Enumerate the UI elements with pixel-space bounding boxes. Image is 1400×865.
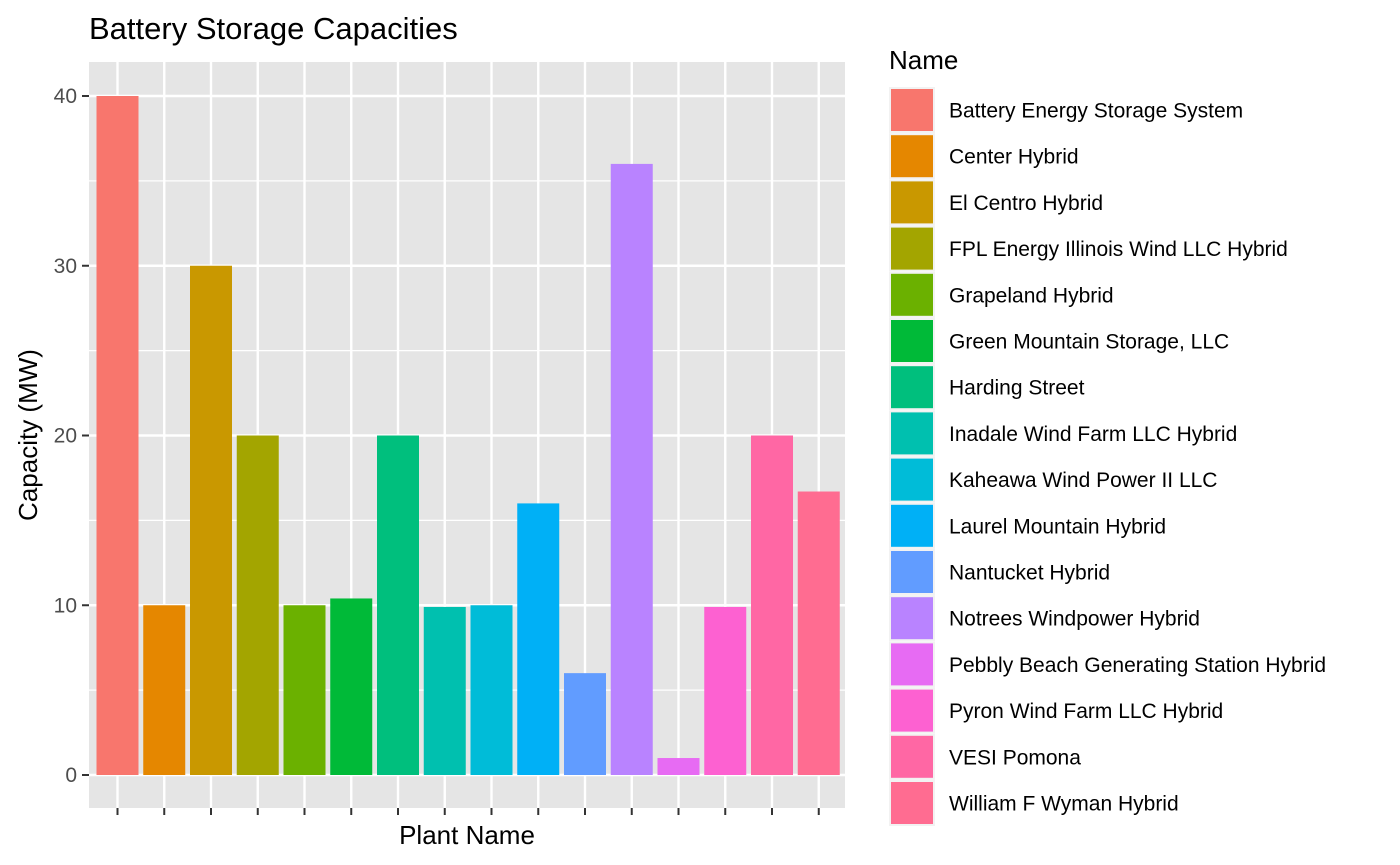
- legend-swatch: [891, 227, 933, 270]
- y-axis: 0 10 20 30 40: [54, 85, 89, 787]
- x-axis-title: Plant Name: [399, 820, 535, 850]
- legend-label: Green Mountain Storage, LLC: [949, 331, 1229, 354]
- legend-label: William F Wyman Hybrid: [949, 793, 1179, 816]
- bar-series: [96, 96, 840, 775]
- y-tick-label: 40: [54, 85, 77, 108]
- legend-swatch: [891, 782, 933, 824]
- legend-swatch: [891, 458, 933, 501]
- bar: [610, 163, 653, 775]
- legend-label: Kaheawa Wind Power II LLC: [949, 469, 1217, 492]
- legend-label: Notrees Windpower Hybrid: [949, 608, 1200, 631]
- bar: [564, 673, 606, 775]
- legend-label: Inadale Wind Farm LLC Hybrid: [949, 423, 1237, 446]
- bar: [96, 96, 139, 775]
- y-tick-label: 10: [54, 594, 77, 617]
- legend-swatch: [891, 89, 933, 131]
- legend-swatch: [891, 320, 933, 362]
- legend-swatch: [891, 551, 933, 593]
- y-tick-label: 20: [54, 425, 77, 448]
- legend-label: Battery Energy Storage System: [949, 100, 1243, 123]
- legend-swatch: [891, 689, 933, 732]
- bar: [143, 605, 186, 775]
- bar: [190, 265, 232, 775]
- bar: [797, 491, 840, 775]
- legend-label: Center Hybrid: [949, 146, 1079, 169]
- legend-label: Laurel Mountain Hybrid: [949, 515, 1166, 538]
- legend-title: Name: [889, 45, 958, 75]
- y-axis-title: Capacity (MW): [13, 349, 43, 521]
- legend-swatch: [891, 412, 933, 455]
- legend-swatch: [891, 504, 933, 547]
- bar: [283, 605, 326, 775]
- bar: [470, 605, 513, 775]
- bar: [330, 598, 373, 775]
- legend-items: Battery Energy Storage System Center Hybr…: [889, 87, 1326, 826]
- legend-swatch: [891, 735, 933, 778]
- chart-title: Battery Storage Capacities: [89, 11, 458, 46]
- legend-swatch: [891, 273, 933, 316]
- legend-swatch: [891, 597, 933, 640]
- bar: [423, 606, 466, 775]
- legend-swatch: [891, 181, 933, 224]
- legend-label: Pyron Wind Farm LLC Hybrid: [949, 700, 1223, 723]
- legend-swatch: [891, 643, 933, 686]
- legend-label: VESI Pomona: [949, 746, 1081, 769]
- legend-label: Pebbly Beach Generating Station Hybrid: [949, 654, 1326, 677]
- y-tick-label: 30: [54, 255, 77, 278]
- legend-label: Grapeland Hybrid: [949, 284, 1114, 307]
- legend-label: Nantucket Hybrid: [949, 562, 1110, 585]
- legend-label: FPL Energy Illinois Wind LLC Hybrid: [949, 238, 1288, 261]
- legend-label: Harding Street: [949, 377, 1085, 400]
- legend-label: El Centro Hybrid: [949, 192, 1103, 215]
- y-tick-label: 0: [65, 764, 77, 787]
- bar: [751, 435, 793, 775]
- legend-swatch: [891, 135, 933, 178]
- legend-swatch: [891, 366, 933, 409]
- bar: [704, 606, 747, 775]
- bar: [377, 435, 419, 775]
- bar: [657, 758, 700, 775]
- bar: [517, 503, 560, 775]
- x-axis: [116, 808, 820, 815]
- legend: Name Battery Energy Storage System Center…: [889, 45, 1326, 826]
- bar: [236, 435, 279, 775]
